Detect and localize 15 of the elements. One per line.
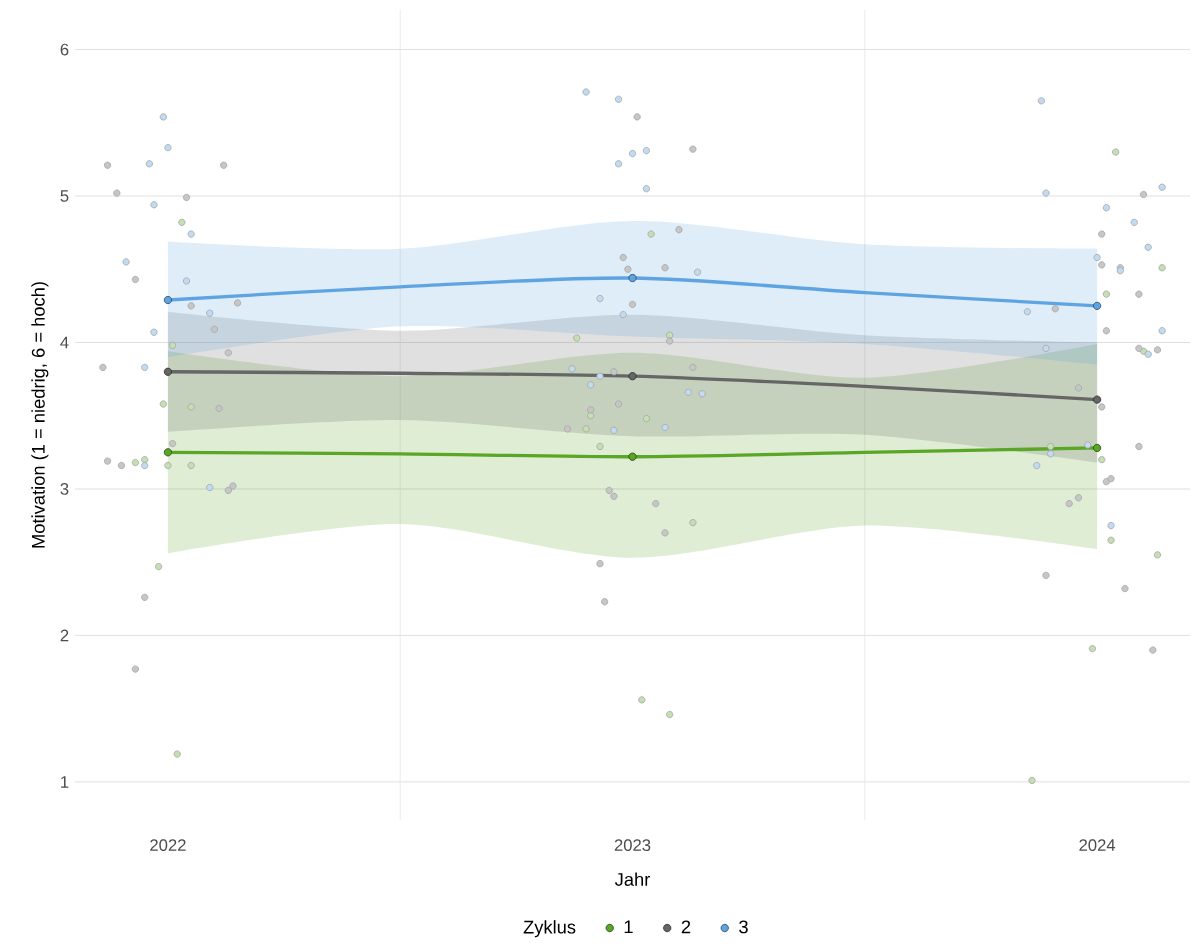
x-tick-label: 2023 [614, 839, 651, 851]
legend-label: 2 [681, 920, 691, 934]
x-axis-title: Jahr [614, 872, 651, 886]
legend-label: 3 [739, 920, 748, 934]
y-tick-label: 1 [61, 776, 69, 788]
y-tick-label: 2 [60, 629, 69, 642]
legend-label: 1 [624, 920, 633, 934]
y-tick-label: 4 [60, 336, 69, 349]
legend-title: Zyklus [523, 920, 576, 938]
x-tick-label: 2024 [1079, 839, 1116, 851]
x-tick-label: 2022 [150, 839, 186, 851]
y-axis-title: Motivation (1 = niedrig, 6 = hoch) [31, 282, 49, 548]
y-tick-label: 3 [60, 483, 69, 495]
y-tick-label: 5 [60, 190, 69, 202]
y-tick-label: 6 [60, 43, 69, 56]
